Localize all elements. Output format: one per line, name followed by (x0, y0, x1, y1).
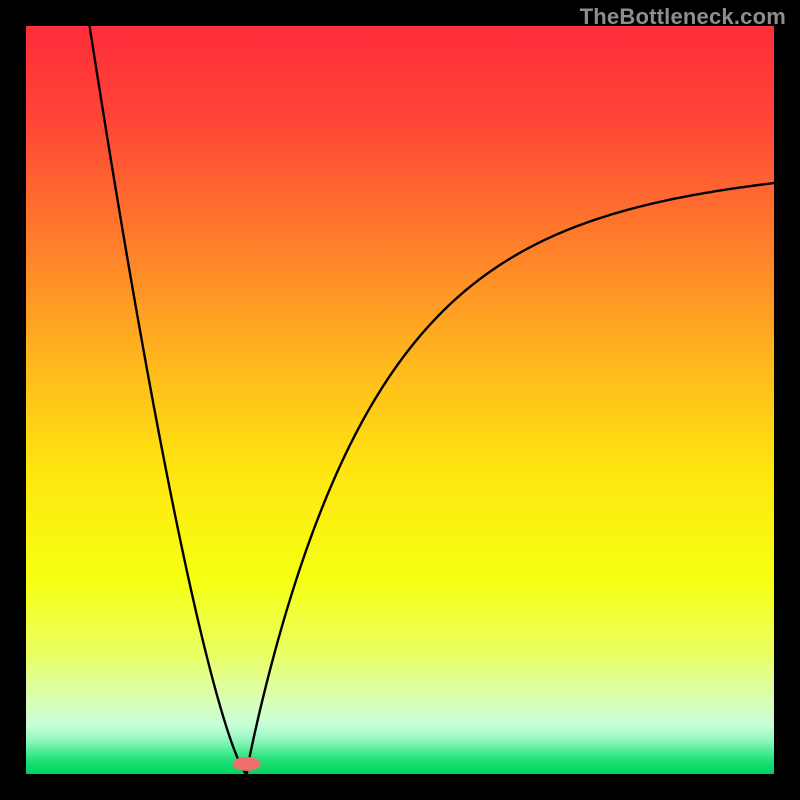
watermark-text: TheBottleneck.com (580, 4, 786, 30)
bottleneck-chart (0, 0, 800, 800)
chart-frame: { "watermark": { "text": "TheBottleneck.… (0, 0, 800, 800)
gradient-background (26, 26, 774, 774)
optimal-point-marker (233, 757, 261, 771)
